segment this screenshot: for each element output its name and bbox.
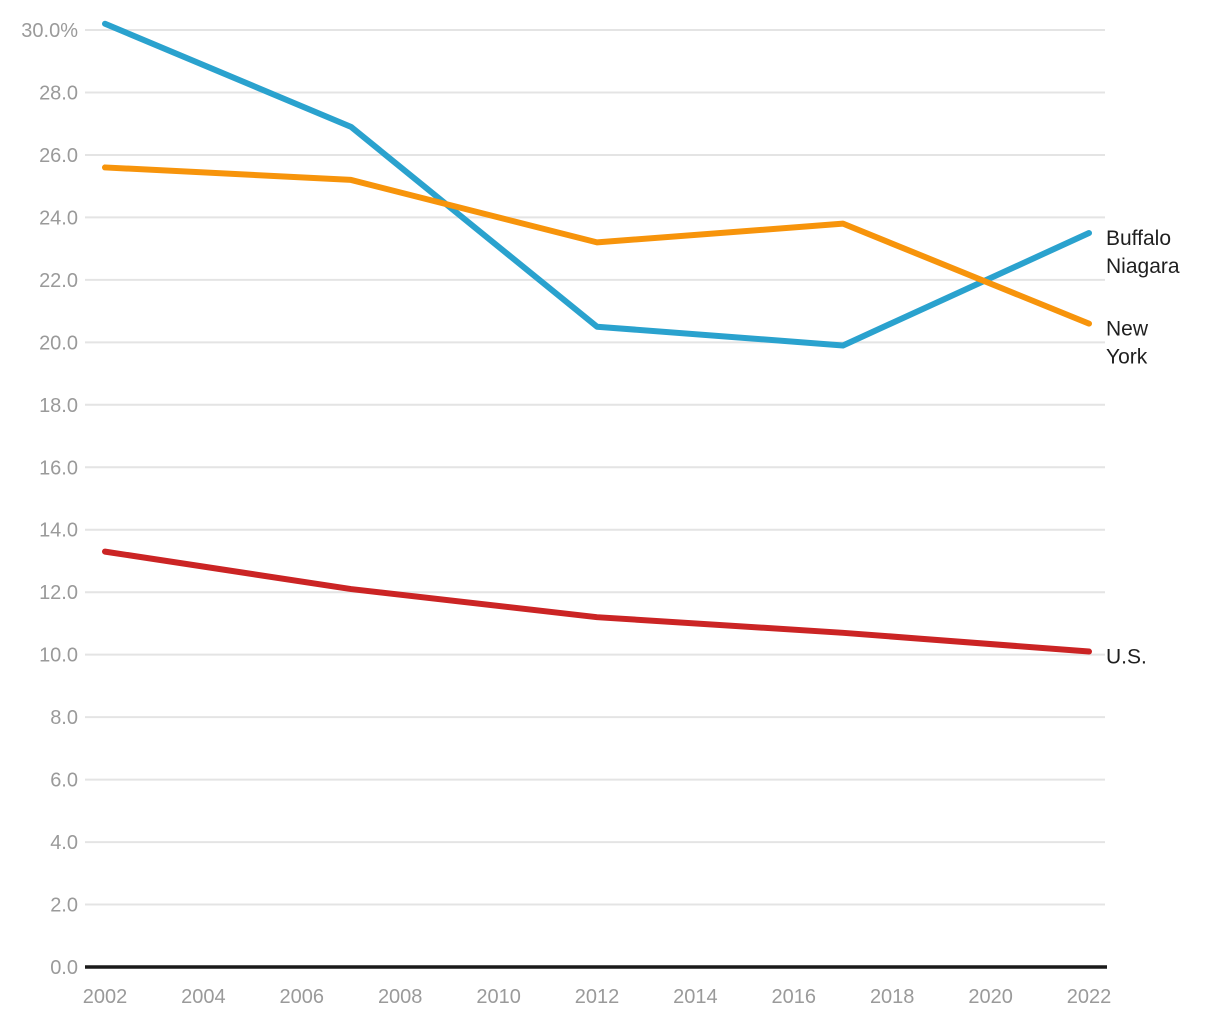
gridlines-layer	[85, 29, 1107, 969]
series-line-new-york	[102, 164, 1092, 327]
y-tick-label: 20.0	[39, 332, 78, 354]
y-tick-label: 10.0	[39, 645, 78, 667]
y-tick-label: 4.0	[50, 832, 78, 854]
x-tick-label: 2010	[476, 986, 521, 1008]
series-line-u-s	[102, 548, 1092, 655]
y-tick-label: 28.0	[39, 82, 78, 104]
x-tick-label: 2002	[83, 986, 128, 1008]
y-tick-label: 26.0	[39, 145, 78, 167]
series-layer	[102, 20, 1092, 655]
y-tick-label: 22.0	[39, 270, 78, 292]
series-label-u-s: U.S.	[1106, 646, 1147, 669]
x-tick-label: 2006	[280, 986, 325, 1008]
y-tick-label: 0.0	[50, 957, 78, 979]
series-label-new-york: New	[1106, 318, 1149, 341]
series-label-buffalo-niagara: Buffalo	[1106, 227, 1171, 250]
y-tick-label: 12.0	[39, 582, 78, 604]
x-tick-label: 2020	[968, 986, 1013, 1008]
y-tick-label: 8.0	[50, 707, 78, 729]
x-tick-label: 2012	[575, 986, 620, 1008]
x-tick-label: 2008	[378, 986, 423, 1008]
series-line-buffalo-niagara	[102, 20, 1092, 349]
x-tick-label: 2014	[673, 986, 718, 1008]
series-label-new-york: York	[1106, 346, 1148, 369]
y-tick-label: 6.0	[50, 770, 78, 792]
labels-layer: 30.0% 28.0 26.0 24.0 22.0 20.0 18.0 16.0 14.0 12.…	[21, 20, 1180, 1008]
y-tick-label: 18.0	[39, 395, 78, 417]
y-tick-label: 16.0	[39, 457, 78, 479]
x-tick-label: 2004	[181, 986, 226, 1008]
x-tick-label: 2022	[1067, 986, 1112, 1008]
x-tick-label: 2016	[772, 986, 817, 1008]
y-tick-label: 14.0	[39, 520, 78, 542]
y-tick-label: 30.0%	[21, 20, 78, 42]
y-tick-label: 24.0	[39, 207, 78, 229]
x-tick-label: 2018	[870, 986, 915, 1008]
series-label-buffalo-niagara: Niagara	[1106, 255, 1180, 278]
y-tick-label: 2.0	[50, 895, 78, 917]
